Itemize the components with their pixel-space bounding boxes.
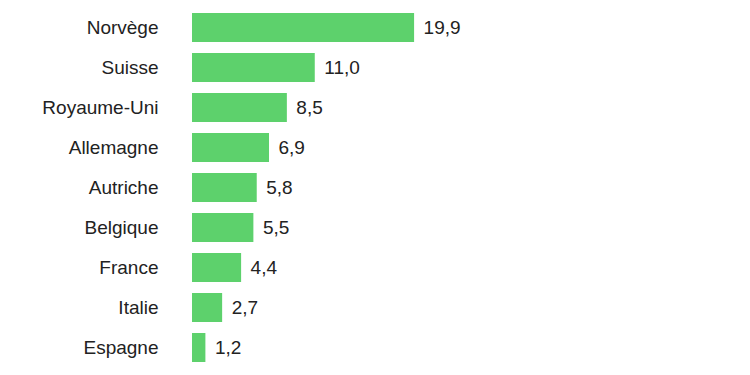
svg-text:Espagne: Espagne [83,337,158,358]
svg-text:5,8: 5,8 [266,177,292,198]
svg-text:1,2: 1,2 [215,337,241,358]
svg-text:Norvège: Norvège [87,17,159,38]
svg-text:Suisse: Suisse [101,57,158,78]
svg-text:Allemagne: Allemagne [69,137,159,158]
svg-text:Belgique: Belgique [85,217,159,238]
svg-text:Autriche: Autriche [89,177,159,198]
svg-text:5,5: 5,5 [263,217,289,238]
svg-text:France: France [99,257,158,278]
svg-text:2,7: 2,7 [232,297,258,318]
svg-text:19,9: 19,9 [424,17,461,38]
svg-text:11,0: 11,0 [324,57,360,78]
svg-text:6,9: 6,9 [279,137,305,158]
svg-text:8,5: 8,5 [296,97,322,118]
svg-text:Royaume-Uni: Royaume-Uni [42,97,158,118]
svg-text:Italie: Italie [118,297,158,318]
svg-text:4,4: 4,4 [251,257,278,278]
